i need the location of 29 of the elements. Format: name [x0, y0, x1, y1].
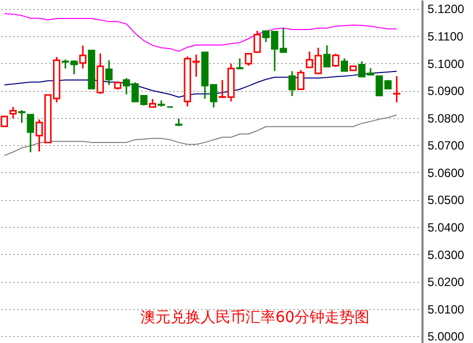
y-tick-label: 5.0400 — [428, 220, 465, 235]
y-tick-label: 5.0000 — [428, 330, 465, 343]
candlestick — [26, 114, 34, 154]
candlestick — [288, 70, 296, 97]
candlestick — [393, 75, 400, 104]
candlestick — [332, 53, 340, 68]
text: 澳元兑换人民币汇率60分钟走势图 — [140, 308, 370, 326]
candlestick — [79, 44, 86, 70]
y-tick-label: 5.0500 — [428, 193, 465, 208]
candlestick — [340, 58, 348, 72]
y-tick-label: 5.0200 — [428, 275, 465, 290]
candlestick — [18, 109, 26, 124]
candlestick — [323, 44, 331, 68]
y-tick-label: 5.0900 — [428, 84, 465, 98]
y-tick-label: 5.1000 — [428, 56, 465, 71]
candlestick — [9, 106, 17, 120]
candlestick — [244, 53, 252, 67]
y-tick-label: 5.1200 — [428, 2, 465, 16]
y-tick-label: 5.1100 — [428, 30, 464, 44]
candlestick — [236, 58, 244, 70]
y-tick-label: 5.0800 — [428, 111, 465, 126]
y-tick-label: 5.0300 — [428, 248, 465, 262]
candlestick — [297, 69, 304, 90]
y-tick-label: 5.0700 — [428, 138, 465, 153]
y-tick-label: 5.0600 — [428, 166, 465, 180]
y-tick-label: 5.0100 — [428, 302, 465, 316]
line-series — [4, 13, 398, 52]
candlestick — [254, 30, 261, 54]
candlestick — [105, 60, 113, 86]
